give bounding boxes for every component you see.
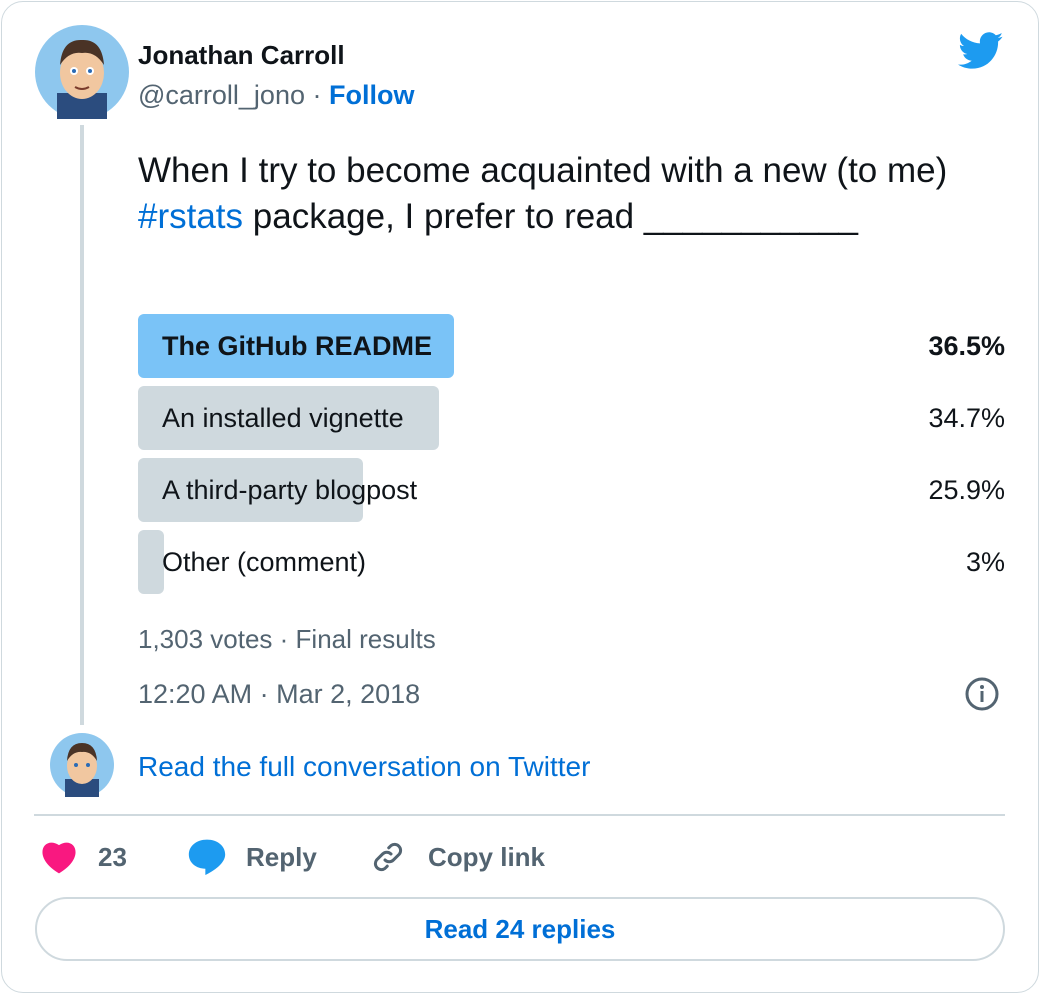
thread-line: [80, 125, 84, 725]
divider: [34, 814, 1005, 816]
read-replies-button[interactable]: Read 24 replies: [35, 897, 1005, 961]
text: package, I prefer to read ___________: [243, 197, 858, 236]
conversation-link[interactable]: Read the full conversation on Twitter: [138, 751, 591, 782]
poll-percent: 34.7%: [928, 403, 1005, 433]
avatar: [35, 25, 129, 119]
poll-summary: 1,303 votes · Final results: [138, 624, 436, 654]
text: When I try to become acquainted with a n…: [138, 151, 948, 190]
reply-button[interactable]: Reply: [246, 842, 317, 872]
poll-bar: [138, 314, 455, 378]
poll-bar: [138, 530, 164, 594]
separator: ·: [312, 80, 322, 110]
poll-option: An installed vignette: [162, 403, 404, 433]
poll-option: A third-party blogpost: [162, 475, 418, 505]
author-name: Jonathan Carroll: [138, 40, 345, 70]
like-count[interactable]: 23: [98, 842, 127, 872]
hashtag[interactable]: #rstats: [138, 197, 244, 236]
reply-icon[interactable]: [187, 838, 227, 876]
small-avatar: [50, 733, 114, 797]
twitter-logo[interactable]: [958, 32, 1004, 70]
poll-percent: 36.5%: [928, 331, 1005, 361]
link-icon[interactable]: [370, 839, 406, 875]
poll-option: The GitHub README: [162, 331, 432, 361]
poll-bar: [138, 386, 439, 450]
follow-link[interactable]: Follow: [329, 80, 415, 110]
handle: @carroll_jono: [138, 80, 305, 110]
tweet-text: When I try to become acquainted with a n…: [138, 148, 998, 240]
handle-line: @carroll_jono · Follow: [138, 80, 415, 111]
info-icon[interactable]: [964, 676, 1000, 712]
poll-percent: 3%: [965, 547, 1005, 577]
poll-option: Other (comment): [162, 547, 367, 577]
like-icon[interactable]: [40, 840, 78, 874]
timestamp[interactable]: 12:20 AM · Mar 2, 2018: [138, 679, 421, 709]
copy-link[interactable]: Copy link: [428, 842, 546, 872]
poll-percent: 25.9%: [928, 475, 1005, 505]
poll-bar: [138, 458, 363, 522]
